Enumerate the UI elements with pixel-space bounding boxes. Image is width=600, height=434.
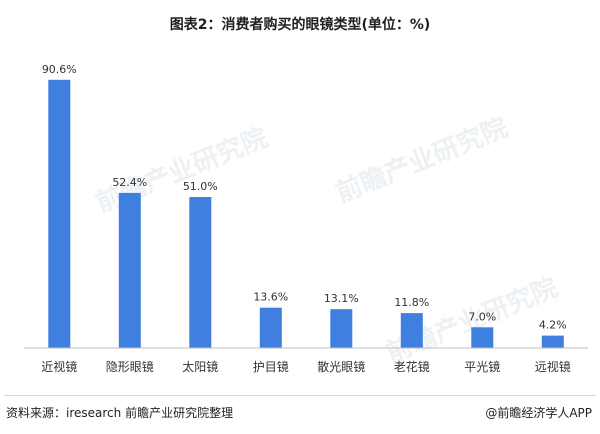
bar <box>118 192 141 348</box>
category-label: 太阳镜 <box>182 359 218 374</box>
data-label: 13.1% <box>324 292 359 305</box>
data-label: 52.4% <box>112 176 147 189</box>
data-label: 90.6% <box>42 63 77 76</box>
bar <box>259 307 282 348</box>
bar <box>48 79 71 349</box>
bar <box>189 197 212 348</box>
chart-title: 图表2：消费者购买的眼镜类型(单位：%) <box>169 17 431 33</box>
category-label: 老花镜 <box>394 359 430 374</box>
category-label: 远视镜 <box>535 359 571 374</box>
category-label: 护目镜 <box>253 359 289 374</box>
category-label: 平光镜 <box>464 359 500 374</box>
bar <box>541 335 564 348</box>
bar <box>400 313 423 348</box>
source-note: 资料来源：iresearch 前瞻产业研究院整理 <box>6 406 234 420</box>
data-label: 13.6% <box>253 291 288 304</box>
category-label: 散光眼镜 <box>317 359 365 374</box>
category-label: 隐形眼镜 <box>106 359 154 374</box>
data-label: 11.8% <box>394 296 429 309</box>
brand-label: @前瞻经济学人APP <box>485 406 592 420</box>
data-label: 51.0% <box>183 180 218 193</box>
data-label: 7.0% <box>468 310 496 323</box>
bar <box>330 309 353 348</box>
bar <box>471 327 494 348</box>
category-label: 近视镜 <box>41 359 77 374</box>
data-label: 4.2% <box>539 319 567 332</box>
footer-divider <box>4 395 596 396</box>
